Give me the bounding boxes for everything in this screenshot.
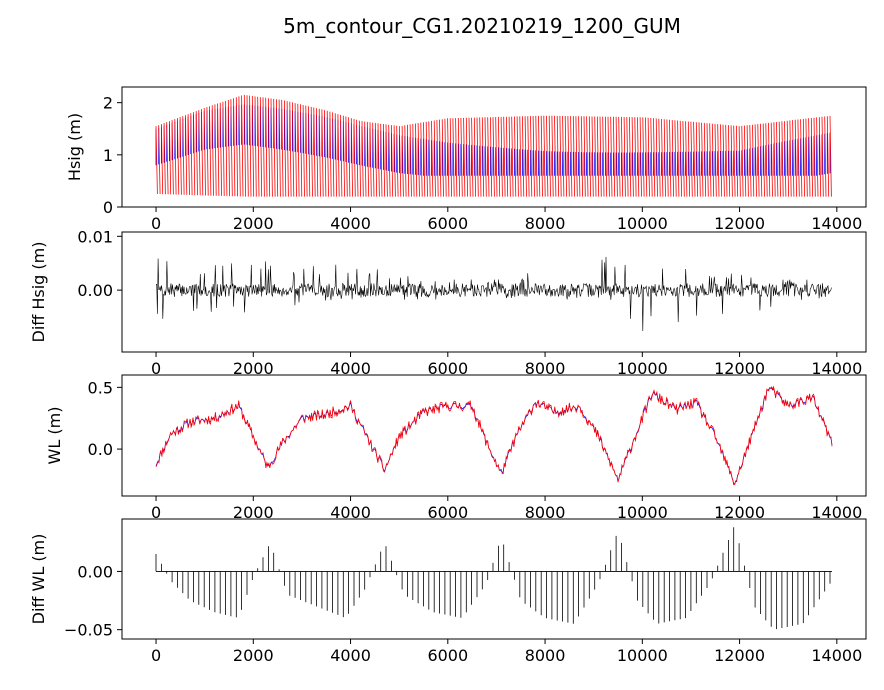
x-tick-label: 0	[151, 646, 161, 665]
axes-frame	[121, 518, 867, 640]
x-tick-label: 4000	[330, 646, 371, 665]
plot-area	[155, 94, 832, 197]
x-tick-label: 10000	[617, 359, 668, 378]
x-tick-label: 14000	[811, 646, 862, 665]
x-tick-label: 10000	[617, 214, 668, 233]
axes-frame	[121, 86, 867, 208]
x-tick-label: 2000	[233, 359, 274, 378]
x-tick-label: 6000	[427, 214, 468, 233]
x-tick-label: 14000	[811, 359, 862, 378]
x-tick-label: 12000	[714, 359, 765, 378]
series-wl-red	[155, 385, 833, 486]
series-hsig-red	[155, 94, 832, 197]
x-tick-label: 14000	[811, 503, 862, 522]
x-tick-label: 2000	[233, 503, 274, 522]
y-axis-label: Diff WL (m)	[29, 534, 48, 625]
x-tick-label: 0	[151, 503, 161, 522]
panel-wl: 0 2000 4000 6000 8000 10000 12000 14000 0.0 0.5 WL…	[45, 374, 867, 522]
panel-diff_hsig: 0 2000 4000 6000 8000 10000 12000 14000 0.00 0.01…	[29, 227, 867, 378]
x-tick-label: 4000	[330, 359, 371, 378]
x-tick-label: 4000	[330, 503, 371, 522]
y-axis-label: WL (m)	[45, 407, 64, 465]
x-tick-label: 6000	[427, 359, 468, 378]
x-tick-label: 12000	[714, 214, 765, 233]
y-tick-label: 1	[103, 146, 113, 165]
x-tick-label: 8000	[525, 359, 566, 378]
x-tick-label: 14000	[811, 214, 862, 233]
plot-area	[155, 385, 833, 486]
x-tick-label: 10000	[617, 646, 668, 665]
plot-area	[155, 256, 832, 332]
figure-title: 5m_contour_CG1.20210219_1200_GUM	[283, 14, 681, 38]
x-tick-label: 12000	[714, 646, 765, 665]
y-axis-label: Hsig (m)	[65, 113, 84, 181]
y-axis-label: Diff Hsig (m)	[29, 242, 48, 343]
x-tick-label: 8000	[525, 646, 566, 665]
series-diff-hsig	[155, 256, 832, 332]
x-tick-label: 4000	[330, 214, 371, 233]
x-tick-label: 2000	[233, 646, 274, 665]
x-tick-label: 12000	[714, 503, 765, 522]
y-tick-label: −0.05	[64, 621, 113, 640]
x-tick-label: 0	[151, 359, 161, 378]
y-tick-label: 0.5	[88, 378, 113, 397]
series-diff-wl-stems	[155, 527, 831, 630]
y-tick-label: 0.00	[77, 562, 113, 581]
x-tick-label: 8000	[525, 214, 566, 233]
panel-hsig: 0 2000 4000 6000 8000 10000 12000 14000 0 1 2 Hsig …	[65, 86, 867, 233]
y-tick-label: 0.0	[88, 440, 113, 459]
y-tick-label: 0.01	[77, 227, 113, 246]
y-tick-label: 2	[103, 94, 113, 113]
x-tick-label: 0	[151, 214, 161, 233]
x-tick-label: 2000	[233, 214, 274, 233]
x-tick-label: 6000	[427, 646, 468, 665]
series-wl-blue	[155, 387, 833, 485]
y-tick-label: 0.00	[77, 281, 113, 300]
axes-frame	[121, 374, 867, 497]
x-tick-label: 6000	[427, 503, 468, 522]
plot-area	[155, 527, 832, 630]
y-tick-label: 0	[103, 198, 113, 217]
panel-diff_wl: 0 2000 4000 6000 8000 10000 12000 14000 −0.05 0.0…	[29, 518, 867, 665]
x-tick-label: 8000	[525, 503, 566, 522]
x-tick-label: 10000	[617, 503, 668, 522]
chart-panels: 0 2000 4000 6000 8000 10000 12000 14000 0 1 2 Hsig …	[29, 86, 867, 665]
axes-frame	[121, 231, 867, 353]
